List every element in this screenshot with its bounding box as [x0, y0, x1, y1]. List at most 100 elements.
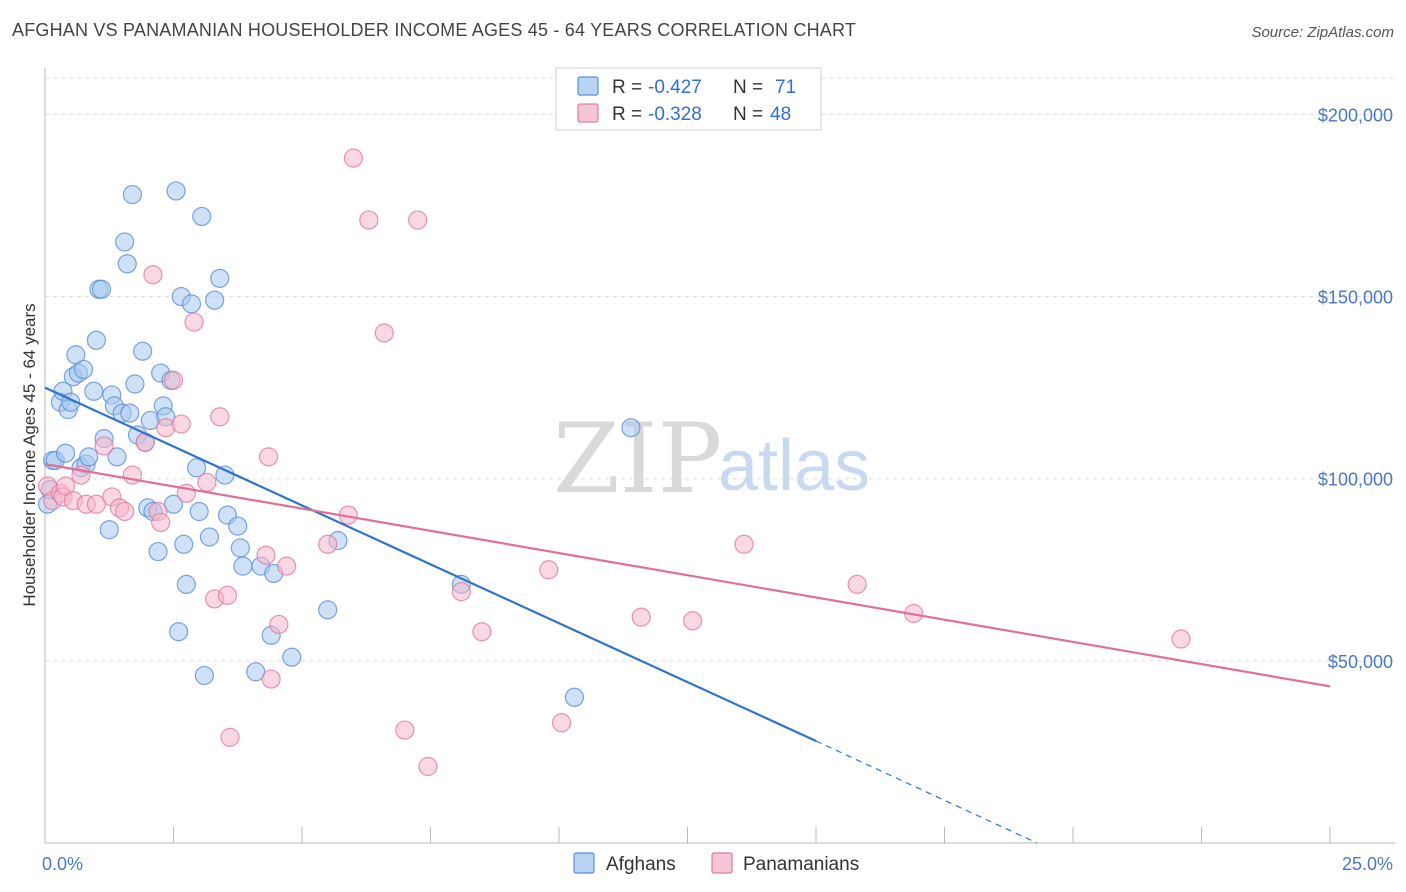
panamanians-point-8 [86, 494, 107, 514]
panamanians-point-29 [258, 447, 279, 467]
bottom-legend-swatch-panamanians [711, 852, 733, 874]
legend-r-label-afghans: R = [612, 77, 642, 98]
panamanians-point-40 [418, 756, 438, 777]
panamanians-point-32 [276, 556, 297, 576]
correlation-legend: R = -0.427 N = 71 R = -0.328 N = 48 [555, 67, 822, 131]
afghans-point-21 [99, 520, 119, 540]
panamanians-point-43 [539, 560, 559, 580]
bottom-legend-swatch-afghans [573, 852, 595, 874]
afghans-point-16 [84, 381, 104, 401]
panamanians-point-30 [261, 669, 281, 689]
watermark-zip: ZIP [553, 403, 722, 515]
x-tick-label-1: 25.0% [1342, 854, 1393, 874]
afghans-point-53 [199, 527, 220, 547]
legend-r-value-afghans: -0.427 [648, 77, 702, 98]
afghans-point-43 [166, 181, 186, 201]
afghans-point-27 [117, 254, 137, 274]
afghans-point-13 [73, 359, 94, 380]
afghans-point-49 [187, 458, 207, 478]
panamanians-point-39 [408, 210, 428, 230]
panamanians-point-12 [115, 501, 135, 522]
panamanians-point-28 [256, 545, 276, 565]
afghans-point-61 [246, 662, 266, 682]
legend-n-value-afghans: 71 [775, 77, 796, 98]
series-panamanians [37, 148, 1191, 777]
afghans-point-55 [210, 268, 230, 288]
chart-title: AFGHAN VS PANAMANIAN HOUSEHOLDER INCOME … [12, 20, 857, 40]
afghans-point-56 [215, 465, 235, 485]
panamanians-point-47 [734, 534, 754, 554]
panamanians-point-48 [847, 574, 867, 594]
afghans-point-26 [115, 232, 135, 252]
y-tick-label-3: $200,000 [1318, 105, 1393, 125]
series-legend: Afghans Panamanians [573, 852, 859, 875]
panamanians-point-38 [395, 720, 415, 740]
panamanians-point-42 [472, 622, 492, 642]
afghans-point-42 [163, 494, 184, 514]
trend-line-panamanians [44, 463, 1331, 688]
afghans-point-65 [282, 647, 302, 667]
tick-labels: $50,000 $100,000 $150,000 $200,000 0.0% 25.0% [42, 105, 1393, 874]
watermark-atlas: atlas [718, 426, 870, 506]
trend-line-afghans-extension [815, 740, 1038, 844]
y-axis-label: Householder Income Ages 45 - 64 years [20, 303, 39, 606]
panamanians-point-22 [184, 312, 204, 332]
afghans-point-30 [125, 374, 145, 394]
legend-n-value-panamanians: 48 [770, 104, 791, 125]
legend-box [555, 67, 822, 131]
afghans-point-66 [318, 600, 338, 620]
panamanians-point-9 [94, 436, 114, 456]
afghans-point-59 [230, 538, 250, 558]
panamanians-point-20 [171, 414, 191, 434]
afghans-point-58 [228, 516, 248, 536]
afghans-point-70 [621, 418, 641, 438]
legend-n-label-panamanians: N = [733, 104, 763, 125]
afghans-point-6 [55, 443, 76, 463]
afghans-point-47 [176, 574, 196, 594]
panamanians-point-35 [343, 148, 363, 168]
afghans-point-69 [564, 687, 585, 707]
panamanians-point-37 [374, 323, 394, 343]
afghans-point-54 [205, 290, 225, 310]
y-tick-label-2: $150,000 [1318, 288, 1393, 308]
legend-r-label-panamanians: R = [612, 104, 642, 125]
legend-r-value-panamanians: -0.328 [648, 104, 702, 125]
panamanians-point-17 [151, 512, 171, 533]
panamanians-point-25 [210, 407, 230, 427]
source-label: Source: ZipAtlas.com [1251, 24, 1394, 41]
afghans-point-37 [148, 541, 168, 562]
trend-lines [44, 386, 1331, 844]
afghans-point-46 [174, 534, 194, 554]
afghans-point-24 [107, 447, 127, 467]
trend-line-afghans [44, 386, 817, 742]
afghans-point-60 [233, 556, 253, 576]
afghans-point-48 [181, 294, 202, 314]
legend-swatch-afghans [577, 76, 599, 96]
bottom-legend-label-panamanians: Panamanians [743, 854, 859, 875]
afghans-point-28 [120, 403, 140, 423]
afghans-point-29 [122, 184, 142, 205]
panamanians-point-26 [217, 585, 238, 605]
y-tick-label-0: $50,000 [1328, 652, 1393, 672]
afghans-point-19 [91, 279, 112, 299]
panamanians-point-19 [163, 370, 184, 390]
legend-n-label-afghans: N = [733, 77, 763, 98]
afghans-point-15 [79, 447, 99, 467]
panamanians-point-46 [683, 611, 703, 631]
afghans-point-52 [194, 665, 214, 686]
legend-swatch-panamanians [577, 103, 599, 123]
panamanians-point-50 [1171, 629, 1191, 649]
watermark: ZIP atlas [553, 403, 870, 515]
panamanians-point-41 [451, 582, 471, 602]
bottom-legend-label-afghans: Afghans [606, 854, 676, 875]
afghans-point-51 [192, 206, 212, 227]
panamanians-point-15 [143, 265, 163, 285]
panamanians-point-36 [359, 210, 379, 230]
afghans-point-17 [86, 330, 107, 350]
panamanians-point-45 [631, 607, 651, 627]
y-tick-label-1: $100,000 [1318, 470, 1393, 490]
series-afghans [37, 181, 641, 707]
afghans-point-50 [189, 501, 209, 522]
afghans-point-32 [133, 341, 153, 361]
